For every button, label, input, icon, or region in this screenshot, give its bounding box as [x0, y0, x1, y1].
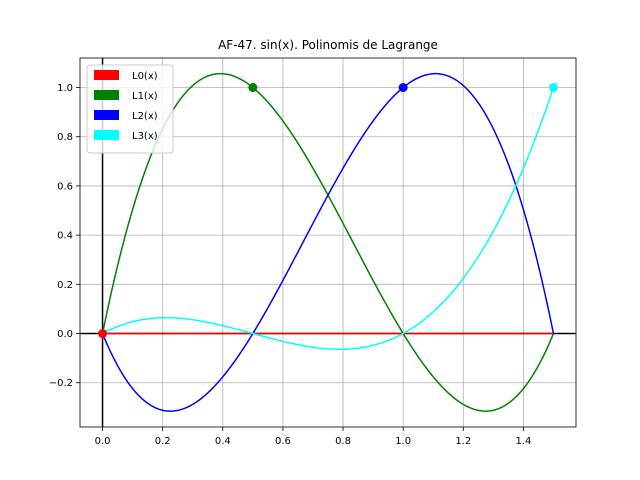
node-marker-l3x — [548, 83, 558, 93]
series-line-l2x — [101, 72, 555, 412]
legend-label: L0(x) — [132, 71, 158, 82]
x-tick-label: 0.6 — [275, 436, 291, 447]
series-lines — [101, 72, 555, 412]
y-tick-label: 0.0 — [57, 329, 73, 340]
x-tick-label: 0.0 — [95, 436, 111, 447]
y-tick-label: 0.2 — [57, 280, 73, 291]
x-tick-label: 1.2 — [455, 436, 471, 447]
legend-label: L2(x) — [132, 111, 158, 122]
legend-swatch — [94, 110, 119, 120]
legend-label: L3(x) — [132, 131, 158, 142]
y-tick-label: 0.4 — [57, 231, 73, 242]
y-tick-label: 1.0 — [57, 83, 73, 94]
node-marker-l0x — [98, 329, 108, 339]
legend: L0(x) L1(x) L2(x) L3(x) — [86, 64, 174, 154]
legend-swatch — [94, 70, 119, 80]
y-tick-label: 0.8 — [57, 132, 73, 143]
y-tick-label: −0.2 — [49, 378, 73, 389]
x-tick-label: 1.0 — [395, 436, 411, 447]
y-tick-label: 0.6 — [57, 181, 73, 192]
plot-area: 0.0 0.2 0.4 0.6 0.8 1.0 1.2 1.4 −0.2 0.0 0.2 0.4 0.6… — [49, 57, 577, 447]
x-tick-label: 1.4 — [515, 436, 531, 447]
node-marker-l2x — [398, 83, 408, 93]
legend-swatch — [94, 130, 119, 140]
x-tick-label: 0.4 — [215, 436, 231, 447]
x-tick-label: 0.2 — [155, 436, 171, 447]
legend-label: L1(x) — [132, 91, 158, 102]
axes-frame — [79, 57, 577, 428]
node-marker-l1x — [248, 83, 258, 93]
chart-title: AF-47. sin(x). Polinomis de Lagrange — [218, 38, 438, 52]
series-line-l3x — [102, 87, 555, 351]
legend-swatch — [94, 90, 119, 100]
x-tick-label: 0.8 — [335, 436, 351, 447]
